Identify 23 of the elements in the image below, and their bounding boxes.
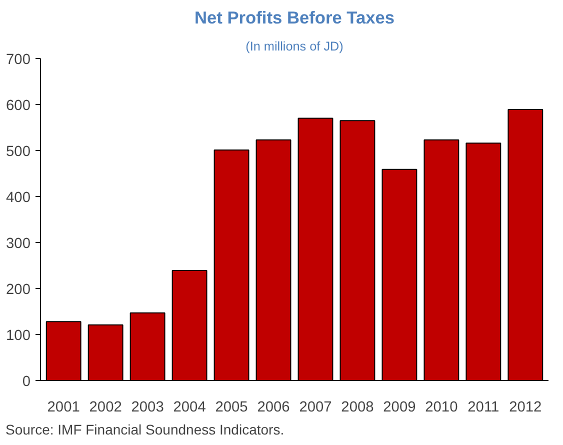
chart-title: Net Profits Before Taxes (194, 8, 394, 28)
y-tick-label: 700 (6, 52, 31, 68)
x-tick-label: 2010 (425, 400, 458, 416)
chart-subtitle: (In millions of JD) (246, 40, 344, 54)
y-tick-label: 400 (6, 190, 31, 206)
x-tick-label: 2009 (383, 400, 416, 416)
x-tick-label: 2006 (257, 400, 290, 416)
x-tick-label: 2004 (173, 400, 206, 416)
x-tick-label: 2011 (468, 400, 500, 416)
y-tick-label: 600 (6, 98, 31, 114)
x-tick-label: 2005 (215, 400, 248, 416)
y-tick-label: 200 (6, 282, 31, 298)
x-tick-label: 2001 (47, 400, 80, 416)
y-tick-label: 0 (22, 374, 31, 390)
x-tick-label: 2002 (89, 400, 122, 416)
x-tick-label: 2007 (299, 400, 332, 416)
x-tick-label: 2012 (509, 400, 542, 416)
x-tick-label: 2008 (341, 400, 374, 416)
source-note: Source: IMF Financial Soundness Indicators. (6, 422, 284, 438)
x-tick-label: 2003 (131, 400, 164, 416)
y-tick-label: 500 (6, 144, 31, 160)
y-tick-label: 100 (6, 328, 31, 344)
y-tick-label: 300 (6, 236, 31, 252)
